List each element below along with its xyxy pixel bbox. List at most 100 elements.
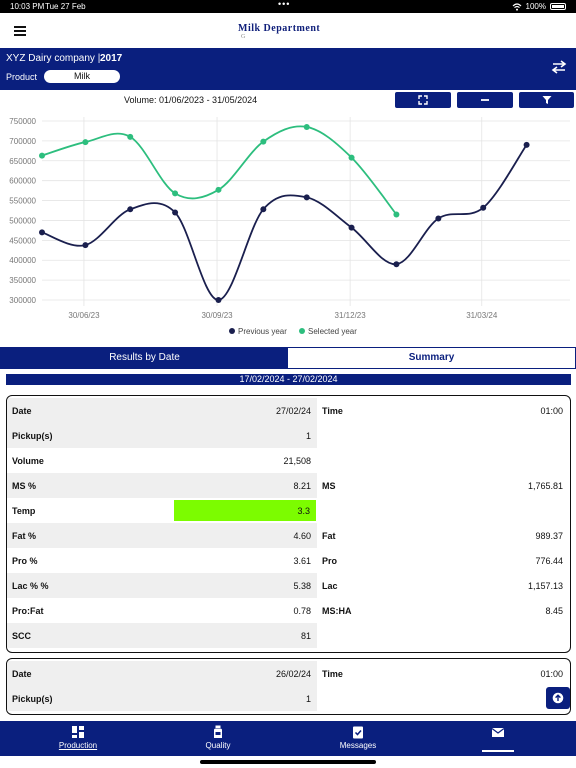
series-line-selected-year <box>41 125 398 216</box>
top-bar: Milk Department G <box>0 13 576 48</box>
product-selector[interactable]: Milk <box>44 70 120 83</box>
grid-icon <box>72 726 84 738</box>
row-lac: Lac % % 5.38 Lac 1,157.13 <box>7 573 569 598</box>
x-tick-label: 30/06/23 <box>68 311 100 320</box>
y-tick-label: 600000 <box>9 177 36 186</box>
home-indicator-area <box>0 756 576 768</box>
row-pickups: Pickup(s) 1 <box>7 423 569 448</box>
status-bar: 10:03 PM Tue 27 Feb ••• 100% <box>0 0 576 13</box>
data-point <box>172 190 179 197</box>
app-logo: Milk Department G <box>238 23 321 40</box>
data-point <box>348 224 355 231</box>
data-point <box>127 133 134 140</box>
row-ms: MS % 8.21 MS 1,765.81 <box>7 473 569 498</box>
volume-row: Volume: 01/06/2023 - 31/05/2024 <box>0 90 576 112</box>
company-header: XYZ Dairy company | 2017 Product Milk <box>0 48 576 90</box>
status-date: Tue 27 Feb <box>45 2 86 11</box>
arrow-up-circle-icon <box>552 692 564 704</box>
clipboard-check-icon <box>353 726 363 739</box>
collapse-button[interactable] <box>457 92 513 108</box>
data-point <box>82 139 89 146</box>
y-tick-label: 450000 <box>9 236 36 245</box>
y-tick-label: 400000 <box>9 256 36 265</box>
result-tabs: Results by Date Summary <box>0 347 576 369</box>
row-temp: Temp 3.3 <box>7 498 569 523</box>
x-tick-label: 31/12/23 <box>335 311 367 320</box>
nav-inbox[interactable] <box>458 725 538 741</box>
envelope-icon <box>491 728 505 737</box>
y-tick-label: 650000 <box>9 157 36 166</box>
legend-label: Previous year <box>238 327 287 336</box>
status-time: 10:03 PM <box>10 2 45 11</box>
battery-percent: 100% <box>525 2 546 11</box>
y-tick-label: 350000 <box>9 276 36 285</box>
data-point <box>172 209 179 216</box>
swap-arrows-icon[interactable] <box>550 58 568 76</box>
row-date: Date 27/02/24 Time 01:00 <box>7 398 569 423</box>
result-card: Date 27/02/24 Time 01:00 Pickup(s) 1 Volume… <box>6 395 571 653</box>
row-volume: Volume 21,508 <box>12 456 311 466</box>
active-tab-indicator <box>482 750 514 752</box>
fullscreen-icon <box>418 95 428 105</box>
row-date: Date 26/02/24 Time 01:00 <box>7 661 569 686</box>
row-scc: SCC 81 <box>7 623 569 648</box>
company-year: 2017 <box>100 53 123 64</box>
battery-icon <box>550 3 566 10</box>
row-fat: Fat % 4.60 Fat 989.37 <box>7 523 569 548</box>
data-point <box>303 194 310 201</box>
y-tick-label: 300000 <box>9 296 36 305</box>
filter-button[interactable] <box>519 92 574 108</box>
home-indicator <box>200 760 376 764</box>
y-tick-label: 500000 <box>9 216 36 225</box>
nav-messages[interactable]: Messages <box>318 725 398 750</box>
company-name: XYZ Dairy company | <box>6 53 101 64</box>
data-point <box>523 141 530 148</box>
x-tick-label: 30/09/23 <box>201 311 233 320</box>
y-tick-label: 550000 <box>9 197 36 206</box>
logo-sub: G <box>241 34 246 40</box>
data-point <box>260 138 267 145</box>
series-line-previous-year <box>41 144 528 301</box>
row-pickups: Pickup(s) 1 <box>7 686 569 711</box>
data-point <box>39 229 45 236</box>
legend-label: Selected year <box>308 327 357 336</box>
result-card: Date 26/02/24 Time 01:00 Pickup(s) 1 <box>6 658 571 715</box>
data-point <box>82 242 89 249</box>
filter-icon <box>542 96 551 104</box>
row-pro: Pro % 3.61 Pro 776.44 <box>12 556 563 566</box>
data-point <box>480 204 487 211</box>
data-point <box>303 123 310 130</box>
multitask-dots-icon: ••• <box>278 0 291 9</box>
wifi-icon <box>512 2 521 11</box>
legend-marker <box>229 328 235 334</box>
hamburger-menu-icon[interactable] <box>14 26 26 36</box>
data-point <box>435 215 442 222</box>
scroll-to-top-button[interactable] <box>546 687 570 709</box>
tab-results-by-date[interactable]: Results by Date <box>1 348 288 368</box>
status-right: 100% <box>512 2 566 11</box>
logo-text: Milk Department <box>238 23 321 34</box>
data-point <box>393 211 400 218</box>
product-label: Product <box>6 72 38 82</box>
minus-icon <box>481 99 489 101</box>
legend-marker <box>299 328 305 334</box>
data-point <box>215 297 222 304</box>
data-point <box>348 154 355 161</box>
data-point <box>393 261 400 268</box>
row-profat: Pro:Fat 0.78 MS:HA 8.45 <box>12 606 563 616</box>
fullscreen-button[interactable] <box>395 92 451 108</box>
data-point <box>215 186 222 193</box>
data-point <box>127 206 134 213</box>
bottom-nav: Production Quality Messages <box>0 721 576 756</box>
y-tick-label: 750000 <box>9 117 36 126</box>
nav-quality[interactable]: Quality <box>178 725 258 750</box>
data-point <box>260 206 267 213</box>
data-point <box>39 152 45 159</box>
y-tick-label: 700000 <box>9 137 36 146</box>
temp-highlight: 3.3 <box>174 500 316 521</box>
volume-chart: 300000 350000 400000 450000 500000 550000 6000… <box>9 117 570 336</box>
x-tick-label: 31/03/24 <box>466 311 498 320</box>
tab-summary[interactable]: Summary <box>288 348 575 368</box>
bottle-icon <box>214 725 222 738</box>
nav-production[interactable]: Production <box>38 725 118 750</box>
